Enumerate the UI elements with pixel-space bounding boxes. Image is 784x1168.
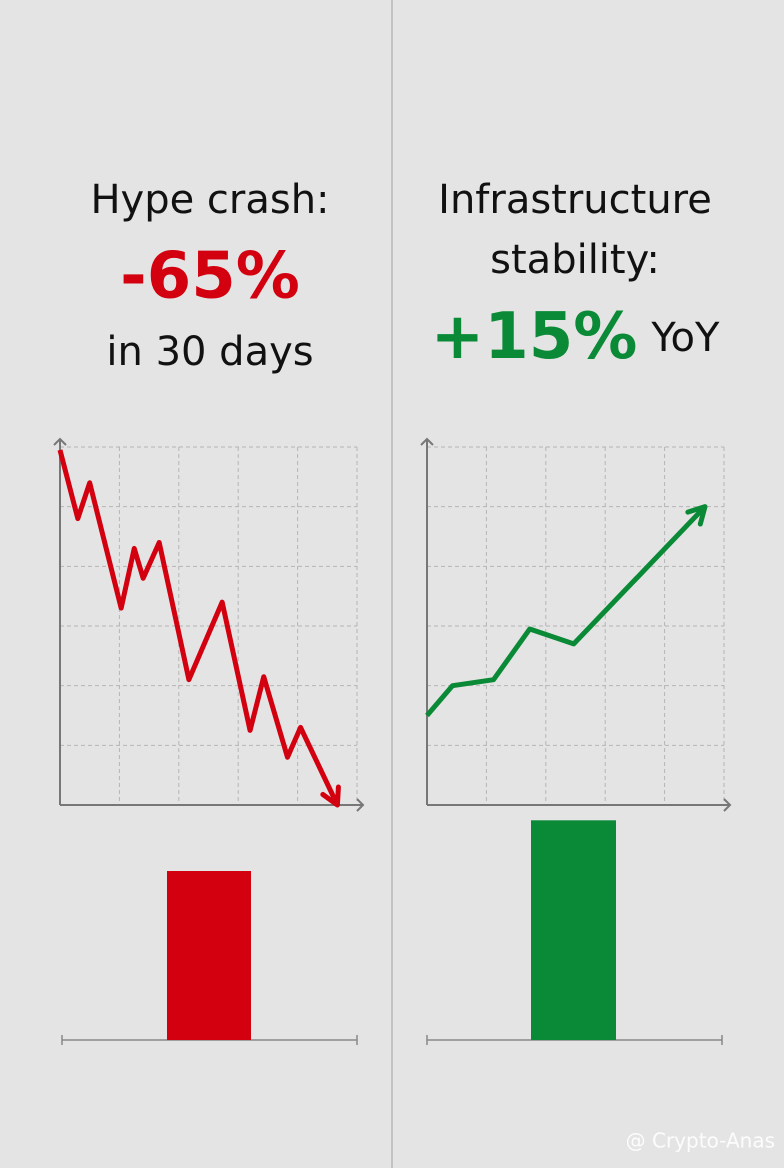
watermark: @ Crypto-Anas [626, 1129, 775, 1153]
bar [531, 820, 616, 1040]
highlight-value: +15% [431, 300, 638, 374]
highlight-line: +15% YoY [431, 300, 720, 374]
panel-title: stability: [490, 237, 660, 283]
highlight-suffix: YoY [650, 315, 720, 361]
y-axis [53, 437, 67, 805]
data-line [57, 449, 340, 807]
x-axis [427, 798, 732, 812]
highlight-value: -65% [120, 240, 300, 314]
panel-title: Hype crash: [90, 177, 329, 223]
x-axis [60, 798, 365, 812]
arrow-head [320, 784, 341, 808]
bar [167, 871, 251, 1040]
panel-subtitle: in 30 days [106, 329, 313, 375]
y-axis [420, 437, 434, 805]
data-line [425, 504, 707, 718]
arrow-head [685, 504, 708, 527]
panel-title: Infrastructure [438, 177, 712, 223]
